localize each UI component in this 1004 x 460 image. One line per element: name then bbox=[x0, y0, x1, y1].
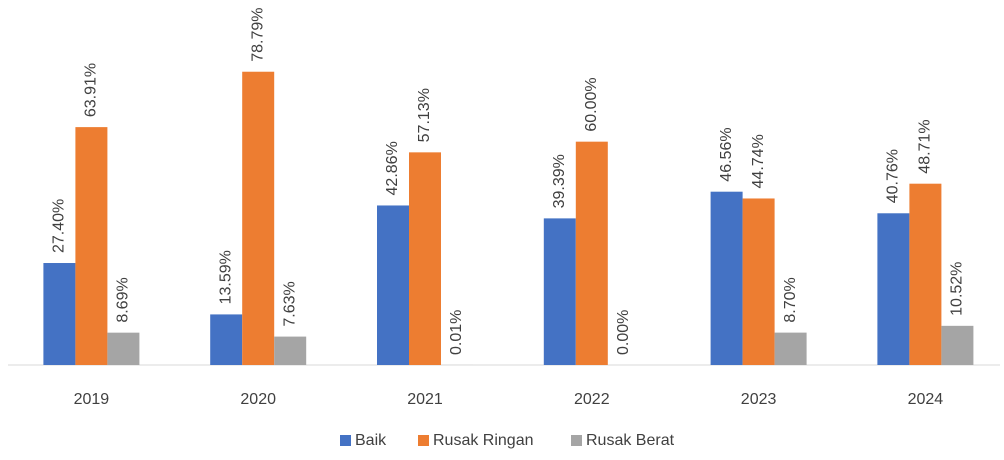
data-label: 63.91% bbox=[83, 63, 100, 117]
data-label: 0.00% bbox=[615, 310, 632, 355]
bar bbox=[775, 333, 807, 365]
data-label: 10.52% bbox=[949, 262, 966, 316]
data-label: 42.86% bbox=[384, 141, 401, 195]
x-tick-label: 2019 bbox=[74, 391, 110, 408]
data-label: 8.69% bbox=[115, 277, 132, 322]
legend-swatch bbox=[418, 435, 429, 446]
legend-swatch bbox=[340, 435, 351, 446]
x-tick-label: 2022 bbox=[574, 391, 610, 408]
legend-label: Rusak Ringan bbox=[433, 432, 534, 449]
bar bbox=[242, 72, 274, 365]
bar bbox=[274, 337, 306, 365]
bar bbox=[941, 326, 973, 365]
bar bbox=[711, 192, 743, 365]
bar bbox=[576, 142, 608, 365]
bar bbox=[909, 184, 941, 365]
bar bbox=[43, 263, 75, 365]
bar bbox=[743, 198, 775, 365]
data-label: 39.39% bbox=[551, 154, 568, 208]
data-label: 27.40% bbox=[51, 199, 68, 253]
data-label: 78.79% bbox=[249, 7, 266, 61]
bar bbox=[210, 314, 242, 365]
data-label: 8.70% bbox=[782, 277, 799, 322]
x-tick-label: 2021 bbox=[407, 391, 443, 408]
bar bbox=[75, 127, 107, 365]
legend-label: Baik bbox=[355, 432, 387, 449]
bar bbox=[409, 152, 441, 365]
x-tick-label: 2024 bbox=[908, 391, 944, 408]
data-label: 0.01% bbox=[448, 310, 465, 355]
data-label: 46.56% bbox=[718, 127, 735, 181]
data-label: 44.74% bbox=[750, 134, 767, 188]
bar bbox=[107, 333, 139, 365]
legend-label: Rusak Berat bbox=[586, 432, 675, 449]
bar bbox=[377, 205, 409, 365]
data-label: 57.13% bbox=[416, 88, 433, 142]
data-label: 13.59% bbox=[217, 250, 234, 304]
x-tick-label: 2020 bbox=[240, 391, 276, 408]
data-label: 7.63% bbox=[281, 281, 298, 326]
data-label: 60.00% bbox=[583, 77, 600, 131]
bar bbox=[544, 218, 576, 365]
data-label: 48.71% bbox=[917, 119, 934, 173]
legend-swatch bbox=[571, 435, 582, 446]
x-tick-label: 2023 bbox=[741, 391, 777, 408]
bar bbox=[877, 213, 909, 365]
data-label: 40.76% bbox=[885, 149, 902, 203]
